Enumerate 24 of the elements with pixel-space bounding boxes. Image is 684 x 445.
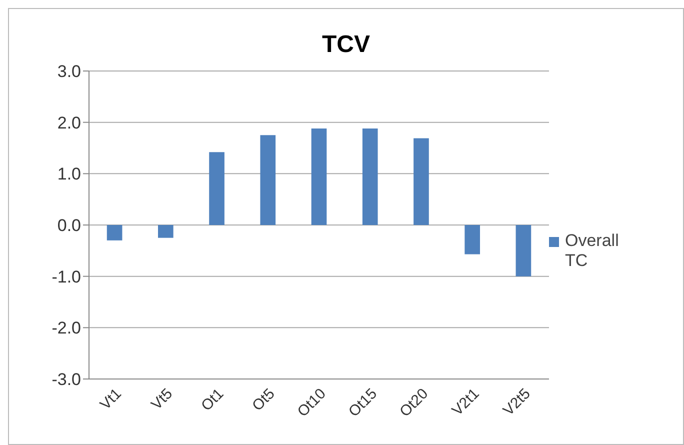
y-tick-label: 0.0 xyxy=(57,216,81,236)
chart-title: TCV xyxy=(321,31,371,60)
x-tick-label: Ot1 xyxy=(198,385,228,414)
y-tick-label: -2.0 xyxy=(52,318,81,338)
bar xyxy=(464,225,480,254)
bar xyxy=(414,138,429,225)
bar xyxy=(106,225,122,240)
y-tick-label: -1.0 xyxy=(52,267,81,286)
bar xyxy=(362,128,378,225)
y-tick-label: 3.0 xyxy=(57,62,81,82)
x-tick-label: Vt1 xyxy=(96,385,125,414)
legend-label: Overall TC xyxy=(565,231,620,271)
bar xyxy=(209,152,224,225)
x-tick-label: Vt5 xyxy=(148,385,176,414)
x-tick-label: Ot5 xyxy=(249,385,278,414)
y-tick-label: 1.0 xyxy=(57,164,81,184)
bar xyxy=(516,225,532,276)
bar xyxy=(311,128,327,225)
x-tick-label: V2t1 xyxy=(448,385,483,420)
bar xyxy=(260,135,276,225)
y-tick-label: -3.0 xyxy=(52,370,81,390)
y-tick-label: 2.0 xyxy=(57,113,81,132)
x-tick-label: V2t5 xyxy=(500,385,534,420)
bar xyxy=(158,225,174,238)
